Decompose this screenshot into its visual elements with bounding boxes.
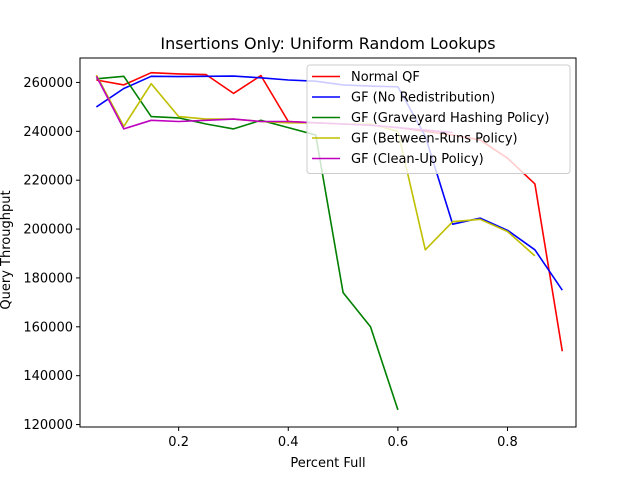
chart-title: Insertions Only: Uniform Random Lookups (160, 34, 495, 53)
y-axis: 120000 140000 160000 180000 200000 220000 2400… (23, 76, 80, 433)
y-tick-label: 140000 (23, 369, 73, 384)
legend-entry-label: GF (Graveyard Hashing Policy) (351, 111, 549, 126)
x-tick-label: 0.6 (388, 435, 409, 450)
y-tick-label: 220000 (23, 174, 73, 189)
x-axis-title: Percent Full (290, 456, 365, 471)
y-tick-label: 120000 (23, 418, 73, 433)
plot-area-frame (79, 57, 577, 428)
y-tick-label: 160000 (23, 320, 73, 335)
x-axis: 0.2 0.4 0.6 0.8 (168, 427, 518, 450)
legend: Normal QF GF (No Redistribution) GF (Grave… (306, 64, 571, 174)
x-tick-label: 0.2 (168, 435, 189, 450)
x-tick-label: 0.8 (497, 435, 518, 450)
y-tick-label: 200000 (23, 223, 73, 238)
legend-entry-label: GF (Clean-Up Policy) (351, 152, 484, 167)
y-axis-title: Query Throughput (0, 190, 14, 309)
y-tick-label: 240000 (23, 125, 73, 140)
y-tick-label: 180000 (23, 271, 73, 286)
legend-entry-label: GF (Between-Runs Policy) (351, 132, 518, 147)
legend-box (306, 64, 571, 174)
legend-entry-label: GF (No Redistribution) (351, 91, 495, 106)
y-tick-label: 260000 (23, 76, 73, 91)
legend-entry-label: Normal QF (351, 70, 420, 85)
x-tick-label: 0.4 (278, 435, 299, 450)
series-line-3 (96, 75, 399, 411)
